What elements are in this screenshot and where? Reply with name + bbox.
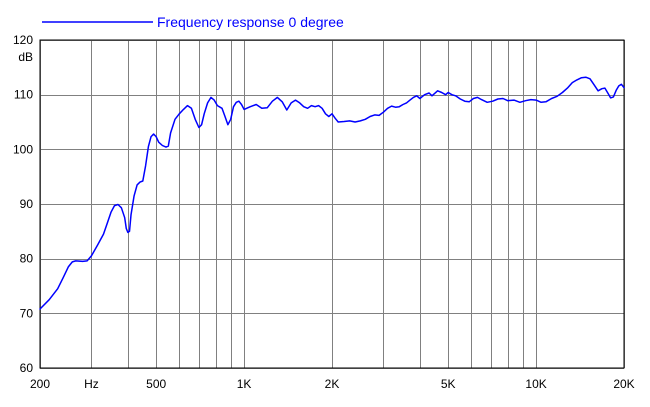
y-tick-label: 80 xyxy=(20,252,34,266)
x-tick-label: 10K xyxy=(525,377,546,391)
y-tick-label: 100 xyxy=(13,142,33,156)
x-axis-tick-labels: 200 Hz 500 1K 2K 5K 10K 20K xyxy=(30,377,635,391)
y-tick-label: 60 xyxy=(20,361,34,375)
y-tick-label: 110 xyxy=(14,88,33,102)
y-tick-label: 90 xyxy=(20,197,34,211)
plot-area xyxy=(39,39,625,369)
y-tick-label: 120 xyxy=(13,33,33,47)
y-axis-unit-label: dB xyxy=(18,50,33,64)
x-tick-label: 5K xyxy=(441,377,456,391)
plot-frame xyxy=(39,39,625,369)
x-tick-label: 500 xyxy=(146,377,166,391)
series-line-frequency-response xyxy=(39,76,625,310)
y-tick-label: 70 xyxy=(20,306,34,320)
x-tick-label: Hz xyxy=(84,377,99,391)
y-axis-tick-labels: 60 70 80 90 100 110 120 xyxy=(13,33,33,375)
x-tick-label: 1K xyxy=(237,377,252,391)
x-tick-label: 200 xyxy=(30,377,50,391)
x-tick-label: 2K xyxy=(325,377,340,391)
legend: Frequency response 0 degree xyxy=(42,14,344,30)
legend-label: Frequency response 0 degree xyxy=(157,14,344,30)
grid xyxy=(40,40,625,369)
x-tick-label: 20K xyxy=(613,377,634,391)
